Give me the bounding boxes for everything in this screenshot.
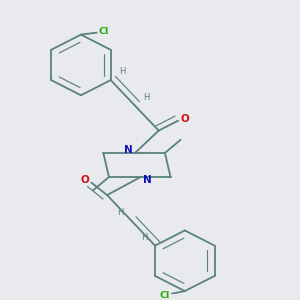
Text: O: O (180, 114, 189, 124)
Text: N: N (143, 175, 152, 185)
Text: H: H (143, 93, 149, 102)
Text: N: N (124, 145, 133, 154)
Text: Cl: Cl (159, 290, 169, 299)
Text: H: H (117, 208, 123, 217)
Text: H: H (141, 233, 147, 242)
Text: O: O (80, 175, 89, 185)
Text: Cl: Cl (98, 27, 109, 36)
Text: H: H (119, 68, 125, 76)
